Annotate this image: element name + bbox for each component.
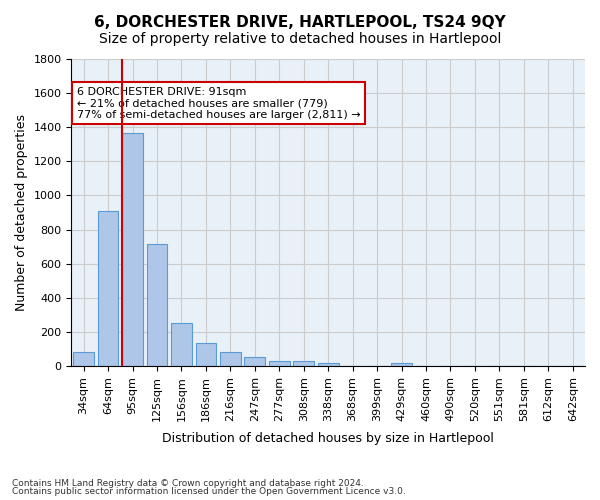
- Bar: [318, 362, 338, 366]
- Y-axis label: Number of detached properties: Number of detached properties: [15, 114, 28, 311]
- Bar: [171, 324, 192, 366]
- Bar: [220, 352, 241, 366]
- Bar: [73, 352, 94, 366]
- Bar: [293, 361, 314, 366]
- Bar: [146, 244, 167, 366]
- Bar: [98, 211, 118, 366]
- Bar: [391, 362, 412, 366]
- Text: Contains HM Land Registry data © Crown copyright and database right 2024.: Contains HM Land Registry data © Crown c…: [12, 478, 364, 488]
- Bar: [122, 133, 143, 366]
- Text: Contains public sector information licensed under the Open Government Licence v3: Contains public sector information licen…: [12, 487, 406, 496]
- Bar: [196, 343, 217, 366]
- Bar: [244, 356, 265, 366]
- Text: 6 DORCHESTER DRIVE: 91sqm
← 21% of detached houses are smaller (779)
77% of semi: 6 DORCHESTER DRIVE: 91sqm ← 21% of detac…: [77, 86, 360, 120]
- Text: 6, DORCHESTER DRIVE, HARTLEPOOL, TS24 9QY: 6, DORCHESTER DRIVE, HARTLEPOOL, TS24 9Q…: [94, 15, 506, 30]
- X-axis label: Distribution of detached houses by size in Hartlepool: Distribution of detached houses by size …: [162, 432, 494, 445]
- Text: Size of property relative to detached houses in Hartlepool: Size of property relative to detached ho…: [99, 32, 501, 46]
- Bar: [269, 361, 290, 366]
